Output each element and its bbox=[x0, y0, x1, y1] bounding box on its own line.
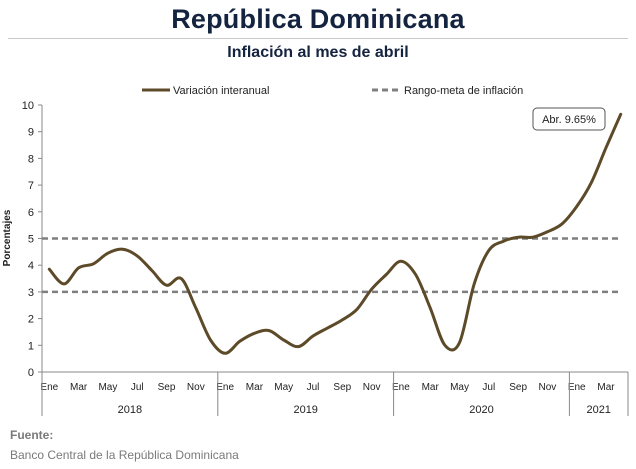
y-tick-label: 6 bbox=[28, 207, 34, 219]
x-tick-label: Nov bbox=[539, 382, 557, 393]
x-tick-label: Mar bbox=[597, 382, 615, 393]
x-tick-label: May bbox=[274, 382, 293, 393]
legend-target-label: Rango-meta de inflación bbox=[404, 85, 523, 97]
legend-series-label: Variación interanual bbox=[173, 85, 269, 97]
annotation-box bbox=[532, 107, 606, 131]
y-tick-label: 8 bbox=[28, 153, 34, 165]
x-tick-label: Jul bbox=[482, 382, 495, 393]
axes: 0 1 2 3 4 5 6 7 8 9 10 Ene Mar May Jul Sep Nov Ene Mar May J… bbox=[22, 100, 629, 416]
x-tick-label: Jul bbox=[131, 382, 144, 393]
y-tick-label: 10 bbox=[22, 100, 34, 112]
y-axis-label: Porcentajes bbox=[2, 209, 13, 266]
target-range-lines bbox=[42, 237, 622, 294]
x-tick-label: May bbox=[98, 382, 117, 393]
x-tick-label: Nov bbox=[363, 382, 381, 393]
year-label: 2020 bbox=[469, 404, 493, 416]
y-tick-label: 9 bbox=[28, 127, 34, 139]
x-tick-label: May bbox=[450, 382, 469, 393]
annotation-label: Abr. 9.65% bbox=[542, 114, 596, 126]
y-tick-label: 1 bbox=[28, 340, 34, 352]
series-layer bbox=[47, 112, 623, 355]
x-tick-label: Nov bbox=[187, 382, 205, 393]
x-tick-label: Ene bbox=[40, 382, 58, 393]
x-tick-label: Ene bbox=[216, 382, 234, 393]
title-divider bbox=[8, 38, 628, 39]
x-tick-label: Jul bbox=[307, 382, 320, 393]
year-label: 2018 bbox=[118, 404, 142, 416]
x-tick-label: Mar bbox=[246, 382, 264, 393]
y-tick-label: 7 bbox=[28, 180, 34, 192]
y-tick-label: 2 bbox=[28, 314, 34, 326]
source-text: Banco Central de la República Dominicana bbox=[10, 448, 239, 462]
x-tick-label: Ene bbox=[568, 382, 586, 393]
y-tick-label: 3 bbox=[28, 287, 34, 299]
year-label: 2021 bbox=[586, 404, 610, 416]
x-tick-label: Ene bbox=[392, 382, 410, 393]
chart-title: República Dominicana bbox=[171, 4, 465, 34]
y-tick-label: 0 bbox=[28, 367, 34, 379]
year-label: 2019 bbox=[293, 404, 317, 416]
y-tick-label: 5 bbox=[28, 234, 34, 246]
inflation-chart: Variación interanual Rango-meta de infla… bbox=[2, 85, 629, 416]
x-tick-label: Sep bbox=[509, 382, 527, 393]
x-tick-label: Sep bbox=[333, 382, 351, 393]
x-tick-label: Sep bbox=[158, 382, 176, 393]
annotation-callout: Abr. 9.65% bbox=[532, 107, 606, 131]
y-tick-label: 4 bbox=[28, 260, 34, 272]
x-tick-label: Mar bbox=[422, 382, 440, 393]
legend: Variación interanual Rango-meta de infla… bbox=[142, 85, 523, 97]
chart-subtitle: Inflación al mes de abril bbox=[227, 44, 409, 61]
series-line-interanual bbox=[47, 112, 623, 355]
x-tick-label: Mar bbox=[70, 382, 88, 393]
source-label: Fuente: bbox=[10, 428, 54, 442]
